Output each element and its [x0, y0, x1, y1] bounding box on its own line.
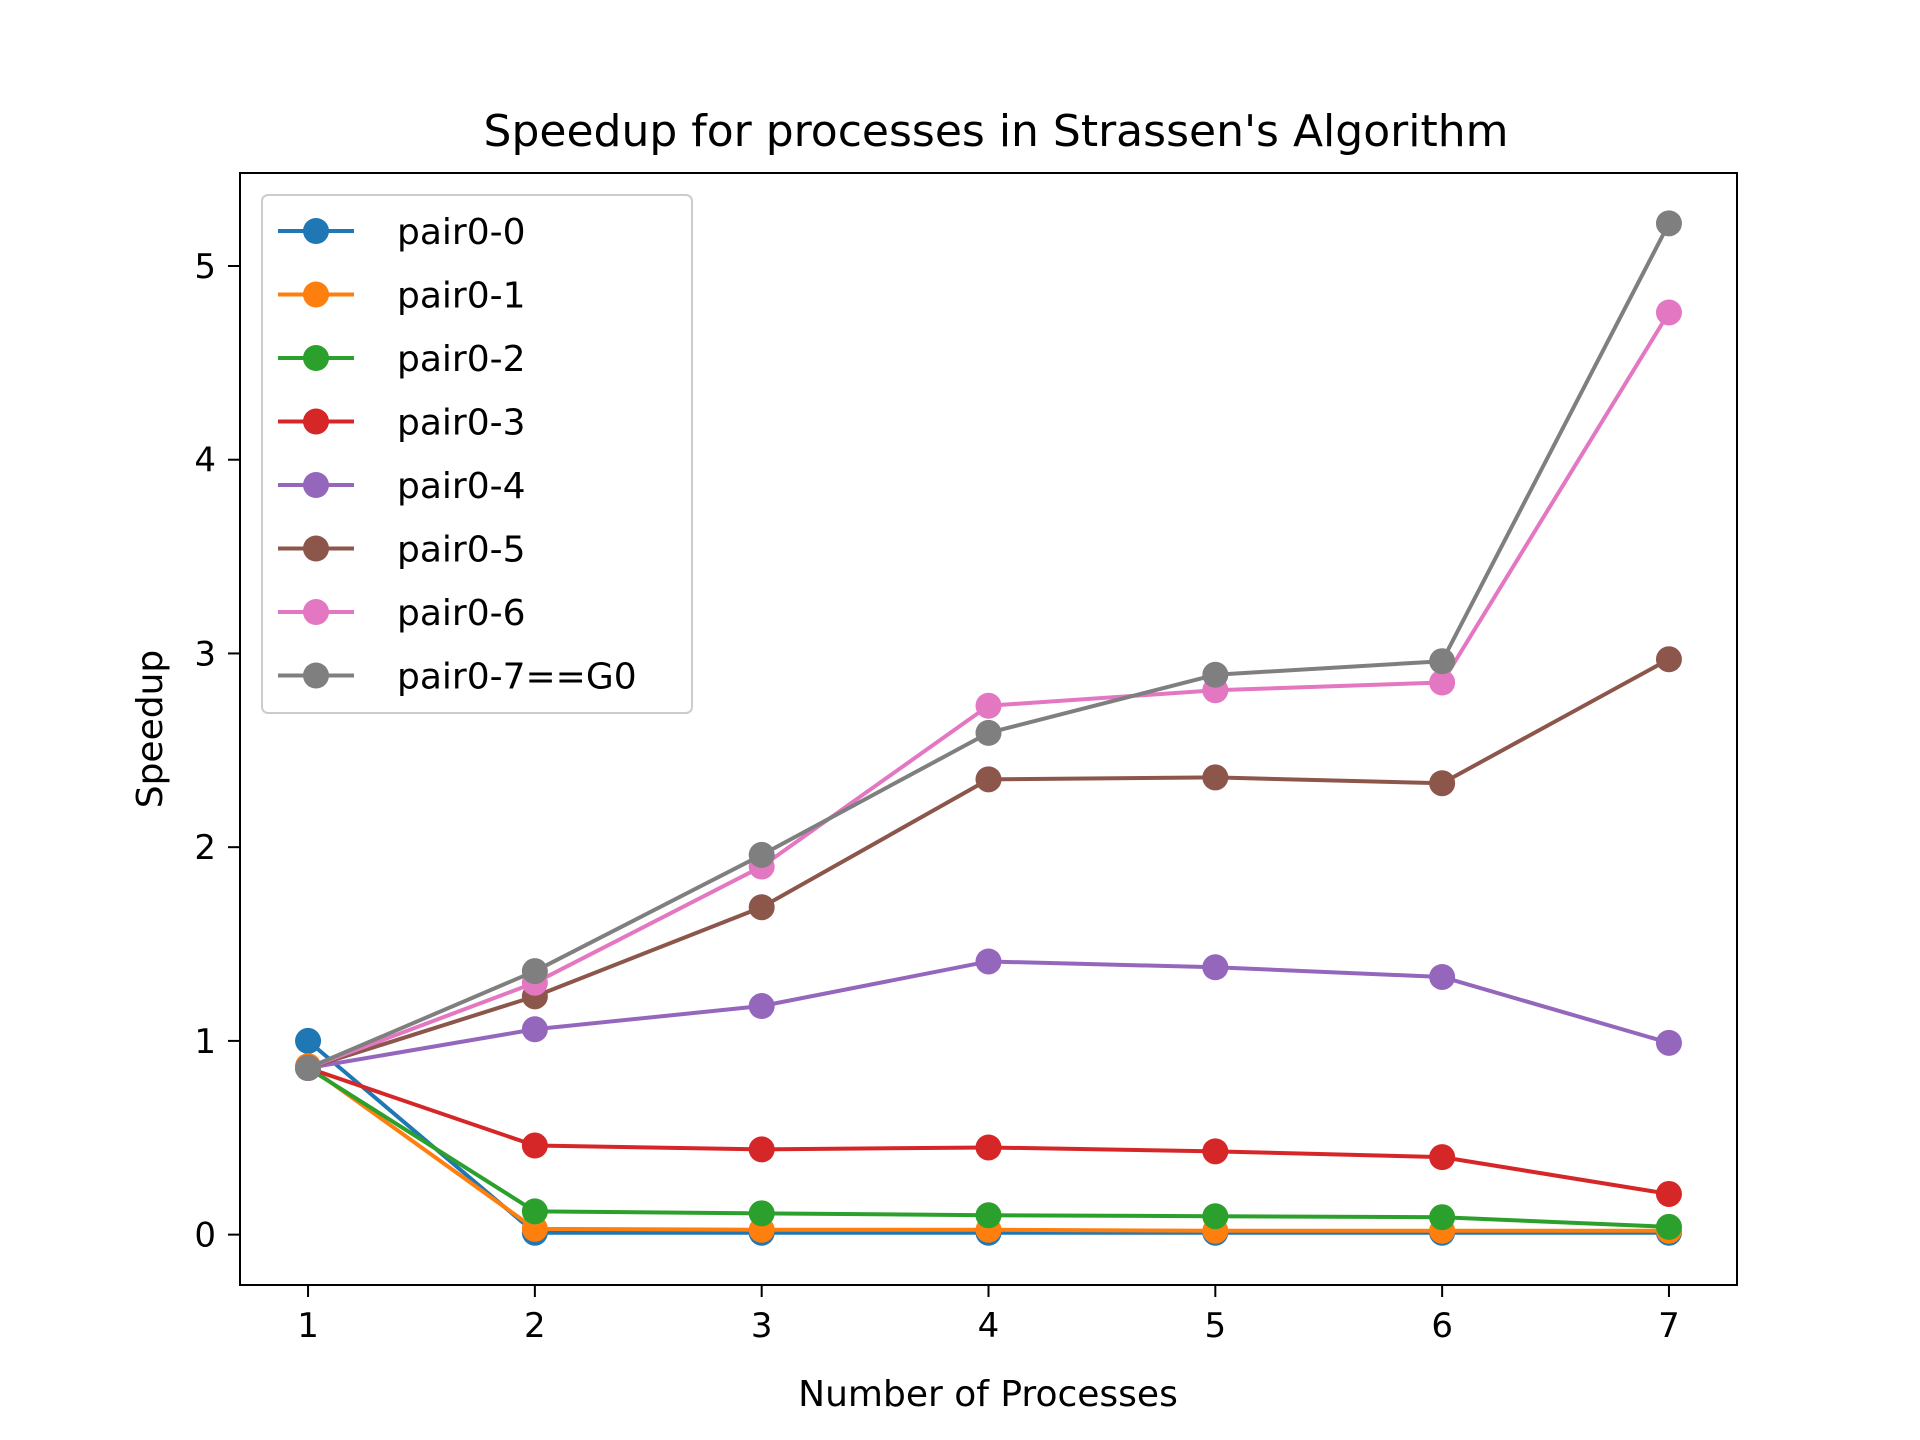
- data-point: [748, 894, 775, 921]
- legend-item: pair0-0: [278, 212, 526, 253]
- y-tick-label: 1: [194, 1022, 216, 1062]
- legend-item: pair0-3: [278, 403, 526, 444]
- x-tick-label: 7: [1658, 1306, 1680, 1346]
- data-point: [521, 1016, 548, 1043]
- legend-label: pair0-6: [397, 593, 526, 634]
- legend-item: pair0-4: [278, 466, 526, 507]
- legend-swatch-marker: [303, 345, 329, 371]
- y-axis-label: Speedup: [130, 650, 171, 809]
- legend-label: pair0-7==G0: [397, 657, 637, 698]
- legend-item: pair0-1: [278, 276, 526, 317]
- legend: pair0-0 pair0-1 pair0-2 pair0-3 pair0-4 pair0…: [261, 194, 693, 714]
- x-tick-label: 5: [1204, 1306, 1226, 1346]
- data-point: [1429, 770, 1456, 797]
- legend-label: pair0-1: [397, 276, 526, 317]
- data-point: [1655, 299, 1682, 326]
- x-tick-label: 1: [297, 1306, 319, 1346]
- data-point: [975, 1202, 1002, 1229]
- legend-label: pair0-5: [397, 530, 526, 571]
- x-axis: 1 2 3 4 5 6 7: [297, 1285, 1680, 1346]
- data-point: [1429, 648, 1456, 675]
- data-point: [1202, 661, 1229, 688]
- data-point: [1429, 1204, 1456, 1231]
- data-point: [1655, 1029, 1682, 1056]
- y-axis: 0 1 2 3 4 5: [194, 247, 240, 1256]
- data-point: [1655, 1213, 1682, 1240]
- data-point: [975, 719, 1002, 746]
- legend-box: [261, 194, 693, 714]
- chart-title: Speedup for processes in Strassen's Algo…: [484, 106, 1509, 157]
- data-point: [748, 1200, 775, 1227]
- data-point: [975, 948, 1002, 975]
- x-tick-label: 2: [524, 1306, 546, 1346]
- data-point: [521, 1132, 548, 1159]
- legend-label: pair0-0: [397, 212, 526, 253]
- data-point: [295, 1027, 322, 1054]
- legend-item: pair0-6: [278, 593, 526, 634]
- data-point: [521, 1198, 548, 1225]
- data-point: [975, 692, 1002, 719]
- x-tick-label: 6: [1431, 1306, 1453, 1346]
- legend-swatch-marker: [303, 535, 329, 562]
- data-point: [748, 1136, 775, 1163]
- data-point: [1429, 669, 1456, 696]
- y-tick-label: 2: [194, 828, 216, 868]
- data-point: [1202, 954, 1229, 981]
- legend-swatch-marker: [303, 599, 329, 625]
- legend-swatch-marker: [303, 472, 329, 498]
- data-point: [1202, 1203, 1229, 1230]
- legend-swatch-marker: [303, 281, 329, 308]
- x-tick-label: 3: [751, 1306, 773, 1346]
- series-pair0-3: [295, 1055, 1682, 1207]
- data-point: [748, 841, 775, 868]
- y-tick-label: 0: [194, 1216, 216, 1256]
- legend-swatch-marker: [303, 218, 329, 244]
- data-point: [1429, 1144, 1456, 1171]
- data-point: [1429, 963, 1456, 990]
- y-tick-label: 4: [194, 441, 216, 481]
- data-point: [1655, 210, 1682, 237]
- data-point: [975, 1134, 1002, 1161]
- legend-item: pair0-2: [278, 339, 526, 380]
- plot-area: [295, 210, 1682, 1246]
- y-tick-label: 3: [194, 634, 216, 674]
- data-point: [1655, 646, 1682, 673]
- y-tick-label: 5: [194, 247, 216, 287]
- legend-item: pair0-7==G0: [278, 657, 637, 698]
- legend-label: pair0-3: [397, 403, 526, 444]
- data-point: [1202, 1138, 1229, 1165]
- legend-label: pair0-2: [397, 339, 526, 380]
- data-point: [748, 993, 775, 1020]
- data-point: [1655, 1180, 1682, 1207]
- data-point: [295, 1055, 322, 1082]
- legend-swatch-marker: [303, 408, 329, 435]
- x-tick-label: 4: [978, 1306, 1000, 1346]
- legend-label: pair0-4: [397, 466, 526, 507]
- x-axis-label: Number of Processes: [798, 1374, 1178, 1415]
- data-point: [521, 958, 548, 985]
- data-point: [975, 766, 1002, 793]
- legend-swatch-marker: [303, 662, 329, 689]
- legend-item: pair0-5: [278, 530, 526, 571]
- data-point: [1202, 764, 1229, 791]
- series-pair0-7==G0: [295, 210, 1682, 1082]
